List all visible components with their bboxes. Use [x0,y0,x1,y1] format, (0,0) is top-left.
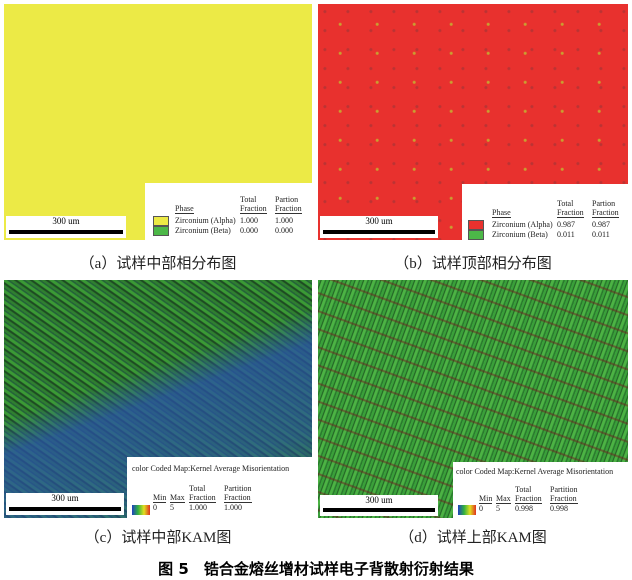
min-label: Min [479,494,493,504]
alpha-swatch [153,216,169,226]
row-name: Zirconium (Alpha) [492,220,553,229]
min-value: 0 [153,503,157,512]
partition-header: Partition [550,485,578,494]
max-label: Max [496,494,511,504]
phase-map-middle: 300 um Phase Total Fraction Partion Fracti… [4,4,312,240]
row-partion: 1.000 [275,216,293,225]
max-value: 5 [170,503,174,512]
partion-header: Partion [275,195,299,204]
total-header-2: Fraction [515,494,542,504]
total-header: Total [240,195,257,204]
phase-map-top: 300 um Phase Total Fraction Partion Fracti… [318,4,628,240]
caption-b: （b）试样顶部相分布图 [394,256,552,272]
alpha-swatch [468,220,484,230]
caption-c: （c）试样中部KAM图 [84,530,232,546]
row-partion: 0.987 [592,220,610,229]
partition-value: 0.998 [550,504,568,513]
row-name: Zirconium (Beta) [175,226,231,235]
caption-a: （a）试样中部相分布图 [79,256,237,272]
partion-header: Partion [592,199,616,208]
kam-legend: color Coded Map:Kernel Average Misorient… [127,457,312,518]
total-header-2: Fraction [189,493,216,503]
kam-map-upper: 300 um color Coded Map:Kernel Average Mi… [318,280,628,518]
scale-label: 300 um [52,216,80,226]
scale-label: 300 um [365,216,393,226]
phase-header: Phase [492,208,511,218]
kam-legend: color Coded Map:Kernel Average Misorient… [453,462,628,518]
kam-map-middle: 300 um color Coded Map:Kernel Average Mi… [4,280,312,518]
scale-bar: 300 um [320,495,438,516]
phase-header: Phase [175,204,194,214]
row-partion: 0.011 [592,230,610,239]
phase-legend: Phase Total Fraction Partion Fraction Zirc… [145,183,312,240]
max-value: 5 [496,504,500,513]
row-total: 0.000 [240,226,258,235]
total-value: 0.998 [515,504,533,513]
scale-label: 300 um [365,495,393,505]
scale-bar: 300 um [320,216,438,238]
row-total: 0.011 [557,230,575,239]
min-label: Min [153,493,167,503]
scale-label: 300 um [51,493,79,503]
phase-legend: Phase Total Fraction Partion Fraction Zirc… [462,184,628,240]
caption-d: （d）试样上部KAM图 [399,530,547,546]
scale-bar: 300 um [6,216,126,238]
total-header: Total [515,485,532,494]
total-header-2: Fraction [557,208,584,218]
partion-header-2: Fraction [275,204,302,214]
total-header: Total [557,199,574,208]
row-partion: 0.000 [275,226,293,235]
color-scale-gradient [132,505,150,515]
row-name: Zirconium (Alpha) [175,216,236,225]
partition-header-2: Fraction [224,493,252,503]
partition-header-2: Fraction [550,494,578,504]
total-value: 1.000 [189,503,207,512]
total-header: Total [189,484,206,493]
min-value: 0 [479,504,483,513]
beta-swatch [153,226,169,236]
row-total: 1.000 [240,216,258,225]
partion-header-2: Fraction [592,208,619,218]
max-label: Max [170,493,185,503]
figure-caption: 图 5 锆合金熔丝增材试样电子背散射衍射结果 [158,560,474,578]
legend-title: color Coded Map:Kernel Average Misorient… [456,467,614,476]
legend-title: color Coded Map:Kernel Average Misorient… [132,464,290,473]
row-name: Zirconium (Beta) [492,230,548,239]
color-scale-gradient [458,505,476,515]
row-total: 0.987 [557,220,575,229]
beta-swatch [468,230,484,240]
scale-bar: 300 um [6,493,124,515]
partition-header: Partition [224,484,252,493]
partition-value: 1.000 [224,503,242,512]
total-header-2: Fraction [240,204,267,214]
